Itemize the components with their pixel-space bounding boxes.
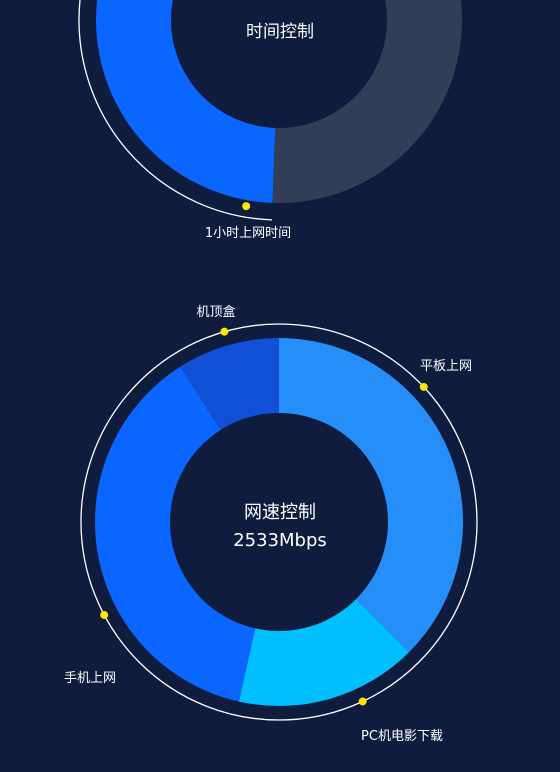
speed-control-markers [100,327,428,706]
time-control-title: 时间控制 [246,22,314,42]
time-control-marker [242,202,251,211]
hour-online-time-label: 1小时上网时间 [205,226,291,241]
mobile-online-label: 手机上网 [64,671,116,686]
speed-control-chart: 网速控制 2533Mbps 平板上网 PC机电影下载 手机上网 机顶盒 [64,304,478,744]
speed-control-title: 网速控制 [244,502,316,523]
speed-control-marker-3 [220,327,229,336]
speed-control-marker-2 [100,610,109,619]
time-control-center [171,0,387,128]
speed-control-outer-ring [80,323,478,721]
speed-control-marker-0 [419,382,428,391]
pc-movie-download-label: PC机电影下载 [361,729,443,744]
speed-control-marker-1 [358,697,367,706]
tablet-online-label: 平板上网 [420,359,472,374]
time-control-chart: 时间控制 1小时上网时间 [78,0,462,241]
time-control-outer-ring [78,0,273,221]
speed-control-center [170,413,388,631]
set-top-box-label: 机顶盒 [196,304,235,320]
speed-value: 2533Mbps [233,530,327,551]
